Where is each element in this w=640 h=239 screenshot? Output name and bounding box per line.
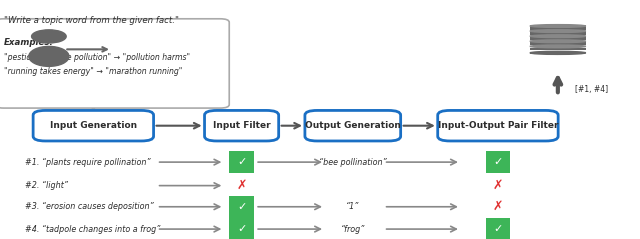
Text: ✓: ✓ (493, 157, 502, 167)
Text: "Write a topic word from the given fact.": "Write a topic word from the given fact.… (4, 16, 179, 25)
Text: #2. “light”: #2. “light” (26, 181, 68, 190)
FancyBboxPatch shape (205, 110, 278, 141)
FancyBboxPatch shape (0, 19, 229, 108)
Text: “bee pollination”: “bee pollination” (319, 158, 387, 167)
Text: Input-Output Pair Filter: Input-Output Pair Filter (438, 121, 558, 130)
FancyBboxPatch shape (229, 151, 254, 173)
Text: “frog”: “frog” (340, 225, 365, 234)
FancyBboxPatch shape (33, 110, 154, 141)
Text: ✔: ✔ (236, 200, 247, 213)
FancyBboxPatch shape (486, 151, 510, 173)
FancyBboxPatch shape (530, 48, 586, 50)
Text: Examples:: Examples: (4, 38, 54, 47)
Ellipse shape (29, 46, 69, 66)
Ellipse shape (530, 45, 586, 48)
Ellipse shape (530, 30, 586, 33)
Text: ✗: ✗ (493, 200, 503, 213)
Text: #1. “plants require pollination”: #1. “plants require pollination” (26, 158, 151, 167)
Circle shape (31, 30, 66, 43)
Text: #3. “erosion causes deposition”: #3. “erosion causes deposition” (26, 202, 154, 211)
FancyBboxPatch shape (229, 196, 254, 218)
Ellipse shape (530, 40, 586, 43)
Text: ✗: ✗ (236, 179, 247, 192)
Text: ✓: ✓ (237, 157, 246, 167)
Text: ✓: ✓ (237, 202, 246, 212)
Text: ✔: ✔ (236, 223, 247, 236)
FancyBboxPatch shape (438, 110, 558, 141)
Text: #4. “tadpole changes into a frog”: #4. “tadpole changes into a frog” (26, 225, 161, 234)
Ellipse shape (530, 25, 586, 27)
FancyBboxPatch shape (305, 110, 401, 141)
FancyBboxPatch shape (530, 43, 586, 45)
Text: “1”: “1” (346, 202, 360, 211)
Text: ✓: ✓ (493, 224, 502, 234)
Ellipse shape (530, 35, 586, 38)
FancyBboxPatch shape (229, 174, 254, 197)
Ellipse shape (530, 51, 586, 54)
Text: [#1, #4]: [#1, #4] (575, 85, 608, 94)
Text: "pesticides cause pollution" → "pollution harms": "pesticides cause pollution" → "pollutio… (4, 53, 190, 62)
Text: ✗: ✗ (493, 179, 503, 192)
FancyBboxPatch shape (486, 218, 510, 239)
FancyBboxPatch shape (229, 218, 254, 239)
Text: "running takes energy" → "marathon running": "running takes energy" → "marathon runni… (4, 67, 182, 76)
FancyBboxPatch shape (530, 27, 586, 30)
Text: ✓: ✓ (237, 224, 246, 234)
Text: Input Generation: Input Generation (50, 121, 137, 130)
Text: ✔: ✔ (236, 156, 247, 169)
FancyBboxPatch shape (530, 32, 586, 35)
Text: Input Filter: Input Filter (212, 121, 271, 130)
FancyBboxPatch shape (530, 37, 586, 40)
Text: Output Generation: Output Generation (305, 121, 401, 130)
